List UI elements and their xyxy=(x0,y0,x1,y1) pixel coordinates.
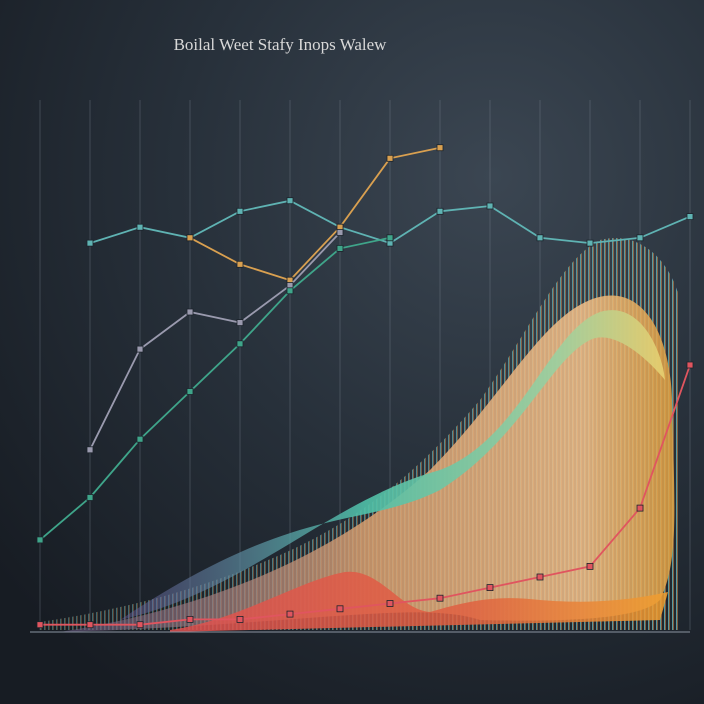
point-marker xyxy=(286,610,294,618)
point-marker xyxy=(586,563,594,570)
series-line xyxy=(40,364,691,626)
series-line xyxy=(89,231,341,451)
point-marker xyxy=(386,234,394,242)
point-marker xyxy=(236,616,244,623)
point-marker xyxy=(436,207,444,215)
point-marker xyxy=(286,287,294,295)
point-marker xyxy=(436,144,444,152)
point-marker xyxy=(336,605,344,613)
point-marker xyxy=(636,504,644,512)
point-marker xyxy=(486,202,494,210)
point-marker xyxy=(686,361,694,369)
point-marker xyxy=(136,621,144,629)
point-marker xyxy=(36,621,44,629)
point-marker xyxy=(286,197,294,205)
point-marker xyxy=(336,229,344,236)
orange-ribbon xyxy=(60,295,675,632)
point-marker xyxy=(386,600,394,607)
red-hill xyxy=(170,571,668,632)
point-marker xyxy=(636,234,644,242)
series-lines xyxy=(36,144,694,629)
decoration xyxy=(30,238,690,633)
point-marker xyxy=(186,616,194,623)
point-marker xyxy=(186,388,194,395)
point-marker xyxy=(36,536,44,544)
point-marker xyxy=(236,340,244,348)
point-marker xyxy=(236,260,244,268)
point-marker xyxy=(236,207,244,215)
point-marker xyxy=(436,594,444,602)
point-marker xyxy=(136,345,144,353)
point-marker xyxy=(186,308,194,316)
point-marker xyxy=(86,239,94,247)
point-marker xyxy=(686,213,694,221)
point-marker xyxy=(386,154,394,162)
point-marker xyxy=(336,244,344,252)
point-marker xyxy=(86,494,94,501)
point-marker xyxy=(86,446,94,454)
point-marker xyxy=(536,573,544,581)
point-marker xyxy=(86,621,94,629)
point-marker xyxy=(586,239,594,247)
point-marker xyxy=(186,234,194,242)
series-line xyxy=(39,236,391,541)
series-line xyxy=(189,146,441,282)
point-marker xyxy=(536,234,544,242)
point-marker xyxy=(236,319,244,327)
chart-title: Boilal Weet Stafy Inops Walew xyxy=(174,35,388,54)
point-marker xyxy=(136,223,144,231)
teal-ribbon xyxy=(120,310,665,620)
point-marker xyxy=(136,435,144,443)
point-marker xyxy=(486,584,494,591)
